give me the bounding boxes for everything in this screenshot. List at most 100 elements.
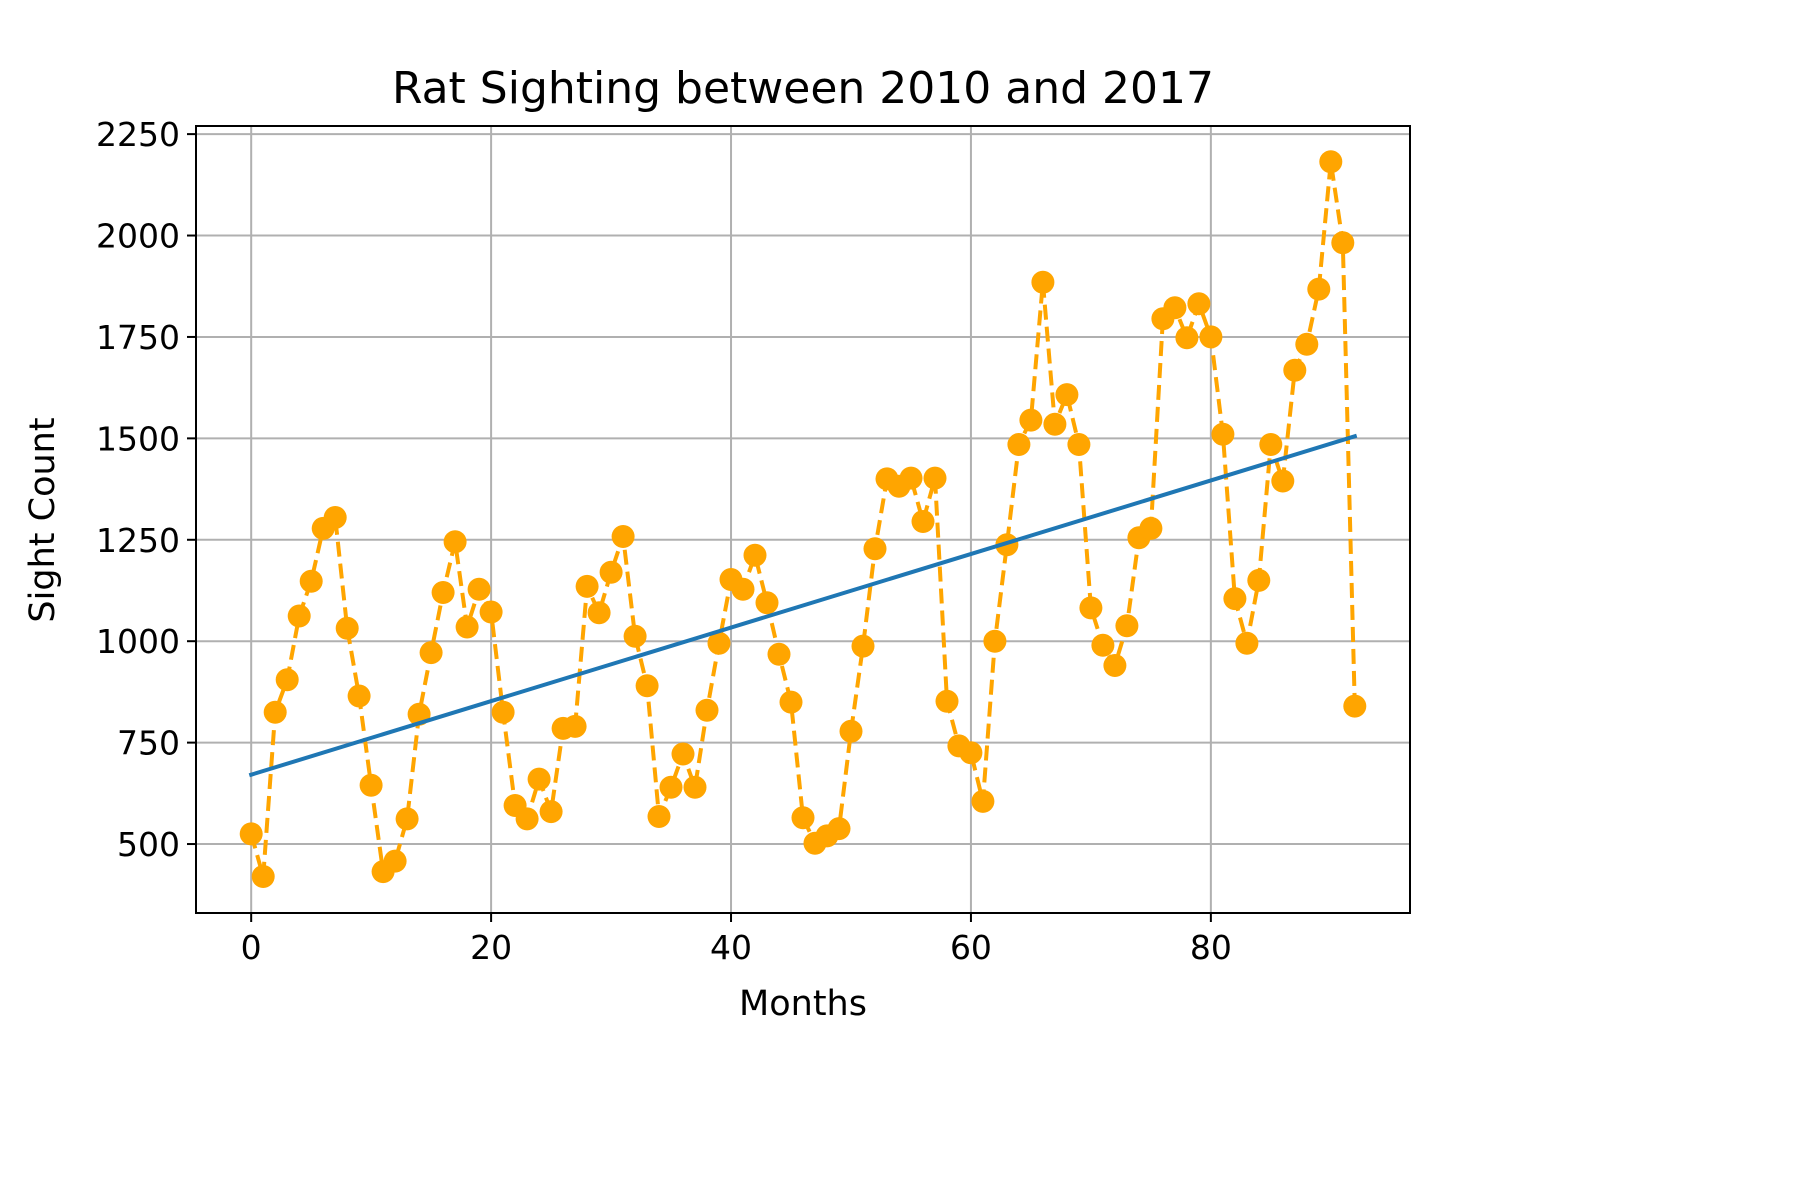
sighting-point	[263, 700, 287, 724]
sighting-point	[671, 742, 695, 766]
sighting-point	[467, 577, 491, 601]
sighting-point	[1199, 325, 1223, 349]
sighting-point	[707, 631, 731, 655]
sighting-point	[863, 537, 887, 561]
sighting-point	[935, 689, 959, 713]
sighting-point	[1319, 150, 1343, 174]
sighting-point	[539, 800, 563, 824]
sighting-point	[491, 700, 515, 724]
sighting-point	[827, 817, 851, 841]
sighting-point	[1079, 596, 1103, 620]
sighting-point	[359, 773, 383, 797]
sighting-point	[695, 698, 719, 722]
sighting-point	[647, 805, 671, 828]
sighting-point	[1175, 326, 1199, 350]
sighting-point	[239, 822, 263, 846]
sighting-point	[743, 543, 767, 567]
sighting-point	[1211, 422, 1235, 446]
sighting-point	[911, 510, 935, 533]
x-axis-label: Months	[739, 984, 867, 1024]
plot-area	[239, 150, 1367, 888]
y-tick-label: 2000	[96, 217, 180, 256]
sighting-point	[899, 466, 923, 490]
sighting-point	[1307, 277, 1331, 301]
x-tick-label: 20	[470, 928, 512, 967]
sighting-point	[479, 600, 503, 624]
y-tick-label: 1750	[96, 318, 180, 357]
sighting-point	[431, 581, 455, 604]
sighting-point	[767, 642, 791, 666]
x-tick-label: 80	[1190, 928, 1232, 967]
sighting-point	[791, 806, 815, 830]
sighting-point	[527, 767, 551, 791]
sighting-point	[1031, 270, 1055, 294]
x-tick-label: 40	[710, 928, 752, 967]
trend-line	[248, 433, 1358, 778]
sighting-point	[959, 741, 983, 765]
sighting-point	[683, 775, 707, 799]
sighting-point	[1235, 631, 1259, 655]
sighting-point	[419, 641, 443, 665]
sighting-point	[1067, 433, 1091, 456]
sighting-point	[779, 690, 803, 714]
sighting-point	[563, 714, 587, 738]
sighting-point	[1271, 469, 1295, 493]
sighting-point	[575, 574, 599, 598]
sighting-point	[851, 634, 875, 658]
sighting-point	[659, 775, 683, 799]
sighting-point	[1343, 694, 1367, 718]
x-tick-label: 60	[950, 928, 992, 967]
sighting-point	[923, 466, 947, 490]
sighting-point	[755, 591, 779, 615]
sighting-point	[1139, 516, 1163, 540]
sighting-point	[599, 560, 623, 584]
sighting-point	[383, 849, 407, 873]
plot-frame	[195, 125, 1411, 914]
sighting-point	[1007, 433, 1031, 456]
sighting-point	[515, 807, 539, 831]
sighting-point	[1259, 433, 1283, 456]
sighting-point	[347, 684, 371, 708]
y-tick-label: 1250	[96, 521, 180, 560]
sighting-point	[731, 577, 755, 601]
sighting-point	[395, 807, 419, 831]
sighting-point	[335, 616, 359, 640]
sighting-point	[1103, 654, 1127, 677]
sighting-point	[1247, 568, 1271, 592]
x-tick-label: 0	[241, 928, 262, 967]
sighting-point	[251, 865, 275, 888]
sighting-point	[1223, 587, 1247, 611]
y-tick-label: 500	[117, 825, 180, 864]
y-tick-label: 1000	[96, 622, 180, 661]
y-tick-label: 750	[117, 724, 180, 763]
sighting-point	[1055, 383, 1079, 407]
sighting-point	[983, 629, 1007, 653]
sighting-point	[1283, 358, 1307, 382]
sighting-point	[623, 624, 647, 648]
sighting-point	[587, 601, 611, 625]
chart-title: Rat Sighting between 2010 and 2017	[392, 63, 1214, 114]
sighting-point	[635, 674, 659, 698]
sighting-point	[1091, 633, 1115, 657]
sighting-point	[1295, 332, 1319, 356]
sighting-point	[323, 506, 347, 529]
y-tick-label: 1500	[96, 419, 180, 458]
sighting-point	[839, 719, 863, 743]
sighting-point	[1163, 296, 1187, 320]
sighting-point	[455, 615, 479, 639]
sighting-point	[611, 525, 635, 548]
sighting-point	[1187, 292, 1211, 316]
sighting-point	[1019, 408, 1043, 432]
sighting-point	[1043, 412, 1067, 436]
sighting-point	[275, 668, 299, 692]
y-axis-label: Sight Count	[23, 417, 63, 622]
sighting-point	[971, 789, 995, 813]
sighting-point	[1331, 231, 1355, 255]
axis-ticks: 0 20 40 60 80 500 750 1000 1250 1500 1750 2000 2250	[96, 115, 1232, 967]
sighting-point	[299, 569, 323, 593]
sighting-point	[287, 604, 311, 628]
sighting-point	[1115, 614, 1139, 638]
